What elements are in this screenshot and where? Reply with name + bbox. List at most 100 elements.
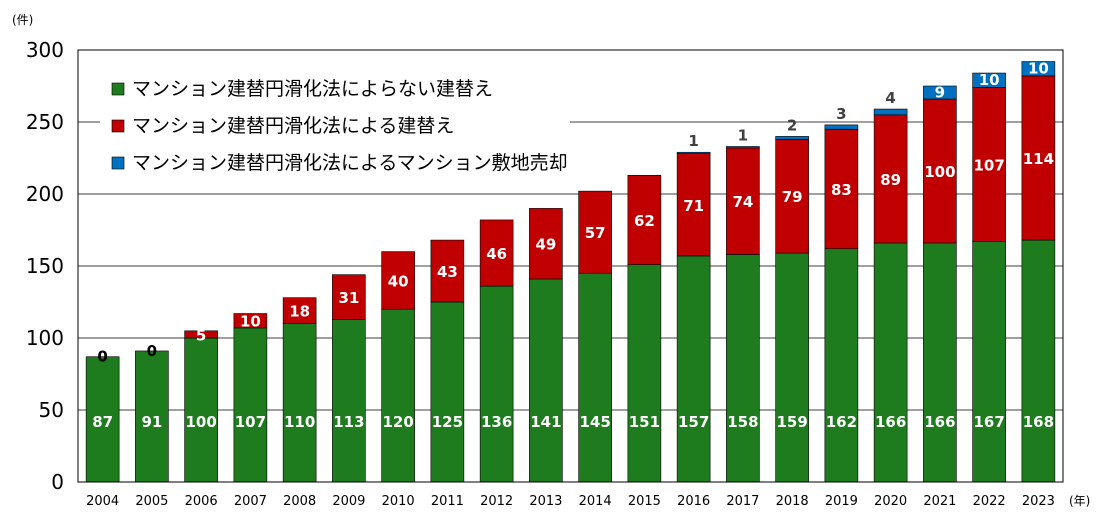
bar-2013-series-2 <box>529 208 563 280</box>
bar-2017-series-3 <box>726 146 760 149</box>
x-tick-label: 2010 <box>382 494 415 509</box>
bar-2023-series-3 <box>1021 61 1056 77</box>
bar-2020-series-2 <box>873 114 908 244</box>
data-label-2018-series-2: 79 <box>782 188 803 206</box>
bar-2010-series-1 <box>381 308 415 483</box>
bar-2006-series-1 <box>184 337 218 483</box>
data-label-2011-series-1: 125 <box>432 413 463 431</box>
data-label-2007-series-1: 107 <box>235 413 266 431</box>
legend-label-3: マンション建替円滑化法によるマンション敷地売却 <box>132 152 568 174</box>
bar-2007-series-2 <box>233 313 268 329</box>
x-tick-label: 2012 <box>480 494 513 509</box>
x-tick-label: 2014 <box>579 494 612 509</box>
data-label-2011-series-2: 43 <box>437 263 458 281</box>
x-tick-label: 2009 <box>332 494 365 509</box>
data-label-2020-series-1: 166 <box>875 413 906 431</box>
x-tick-label: 2005 <box>135 494 168 509</box>
bar-2011-series-1 <box>430 301 465 483</box>
bar-2015-series-1 <box>627 264 662 483</box>
bar-2017-series-2 <box>726 147 760 255</box>
data-label-2023-series-1: 168 <box>1023 413 1054 431</box>
x-tick-label: 2017 <box>726 494 759 509</box>
data-label-2018-series-1: 159 <box>776 413 807 431</box>
bar-2022-series-3 <box>972 72 1006 88</box>
data-label-2020-series-3: 4 <box>885 89 895 107</box>
bar-2014-series-1 <box>578 272 612 483</box>
bar-2004-series-1 <box>85 356 120 483</box>
bar-2023-series-2 <box>1021 75 1056 241</box>
data-label-2016-series-3: 1 <box>688 132 698 150</box>
bar-2012-series-1 <box>479 285 514 483</box>
x-tick-label: 2006 <box>185 494 218 509</box>
bar-2022-series-1 <box>972 241 1006 483</box>
data-label-2014-series-1: 145 <box>579 413 610 431</box>
x-tick-label: 2018 <box>776 494 809 509</box>
y-tick-label: 200 <box>26 182 64 206</box>
legend: マンション建替円滑化法によらない建替えマンション建替円滑化法による建替えマンショ… <box>100 64 570 182</box>
data-label-2015-series-2: 62 <box>634 212 655 230</box>
data-label-2007-series-2: 10 <box>240 313 261 331</box>
x-tick-label: 2021 <box>923 494 956 509</box>
x-tick-label: 2023 <box>1022 494 1055 509</box>
y-tick-label: 300 <box>26 38 64 62</box>
legend-label-1: マンション建替円滑化法によらない建替え <box>132 78 493 100</box>
data-label-2010-series-1: 120 <box>382 413 413 431</box>
bar-2016-series-1 <box>676 255 711 483</box>
x-tick-label: 2022 <box>973 494 1006 509</box>
data-label-2005-series-1: 91 <box>141 413 162 431</box>
data-label-2013-series-1: 141 <box>530 413 561 431</box>
bar-2017-series-1 <box>726 254 760 483</box>
data-label-2022-series-1: 167 <box>973 413 1004 431</box>
data-label-2022-series-3: 10 <box>979 71 1000 89</box>
legend-swatch-1 <box>111 82 125 96</box>
legend-box <box>100 64 570 182</box>
bar-2013-series-1 <box>529 278 563 483</box>
bar-2015-series-2 <box>627 174 662 265</box>
bars <box>85 61 1056 483</box>
data-label-2023-series-2: 114 <box>1023 150 1054 168</box>
legend-label-2: マンション建替円滑化法による建替え <box>132 115 454 137</box>
x-tick-label: 2016 <box>677 494 710 509</box>
x-tick-label: 2015 <box>628 494 661 509</box>
x-tick-label: 2020 <box>874 494 907 509</box>
bar-2014-series-2 <box>578 190 612 274</box>
data-label-2019-series-3: 3 <box>836 105 846 123</box>
bar-2009-series-2 <box>332 274 366 320</box>
y-tick-label: 250 <box>26 110 64 134</box>
data-label-2012-series-1: 136 <box>481 413 512 431</box>
x-unit-label: (年) <box>1069 494 1090 508</box>
y-tick-label: 150 <box>26 254 64 278</box>
data-label-2017-series-2: 74 <box>732 193 753 211</box>
legend-swatch-3 <box>111 156 125 170</box>
x-tick-label: 2008 <box>283 494 316 509</box>
bar-2016-series-3 <box>676 151 711 154</box>
data-label-2006-series-1: 100 <box>185 413 216 431</box>
bar-2008-series-2 <box>282 297 317 324</box>
x-tick-label: 2007 <box>234 494 267 509</box>
bar-2019-series-2 <box>824 128 859 250</box>
data-label-2021-series-1: 166 <box>924 413 955 431</box>
data-labels: 8709101005107101101811331120401254313646… <box>92 60 1054 431</box>
data-label-2015-series-1: 151 <box>629 413 660 431</box>
data-label-2010-series-2: 40 <box>388 272 409 290</box>
bar-2020-series-1 <box>873 242 908 483</box>
bar-2020-series-3 <box>873 108 908 116</box>
data-label-2020-series-2: 89 <box>880 171 901 189</box>
bar-2023-series-1 <box>1021 239 1056 483</box>
bar-2009-series-1 <box>332 318 366 483</box>
y-tick-label: 100 <box>26 326 64 350</box>
bar-2012-series-2 <box>479 219 514 287</box>
bar-2011-series-2 <box>430 239 465 303</box>
data-label-2013-series-2: 49 <box>535 236 556 254</box>
data-label-2022-series-2: 107 <box>973 156 1004 174</box>
data-label-2019-series-2: 83 <box>831 181 852 199</box>
bar-2010-series-2 <box>381 251 415 310</box>
data-label-2023-series-3: 10 <box>1028 60 1049 78</box>
bar-2008-series-1 <box>282 323 317 483</box>
data-label-2018-series-3: 2 <box>787 116 797 134</box>
data-label-2021-series-2: 100 <box>924 163 955 181</box>
x-tick-label: 2004 <box>86 494 119 509</box>
data-label-2016-series-2: 71 <box>683 197 704 215</box>
